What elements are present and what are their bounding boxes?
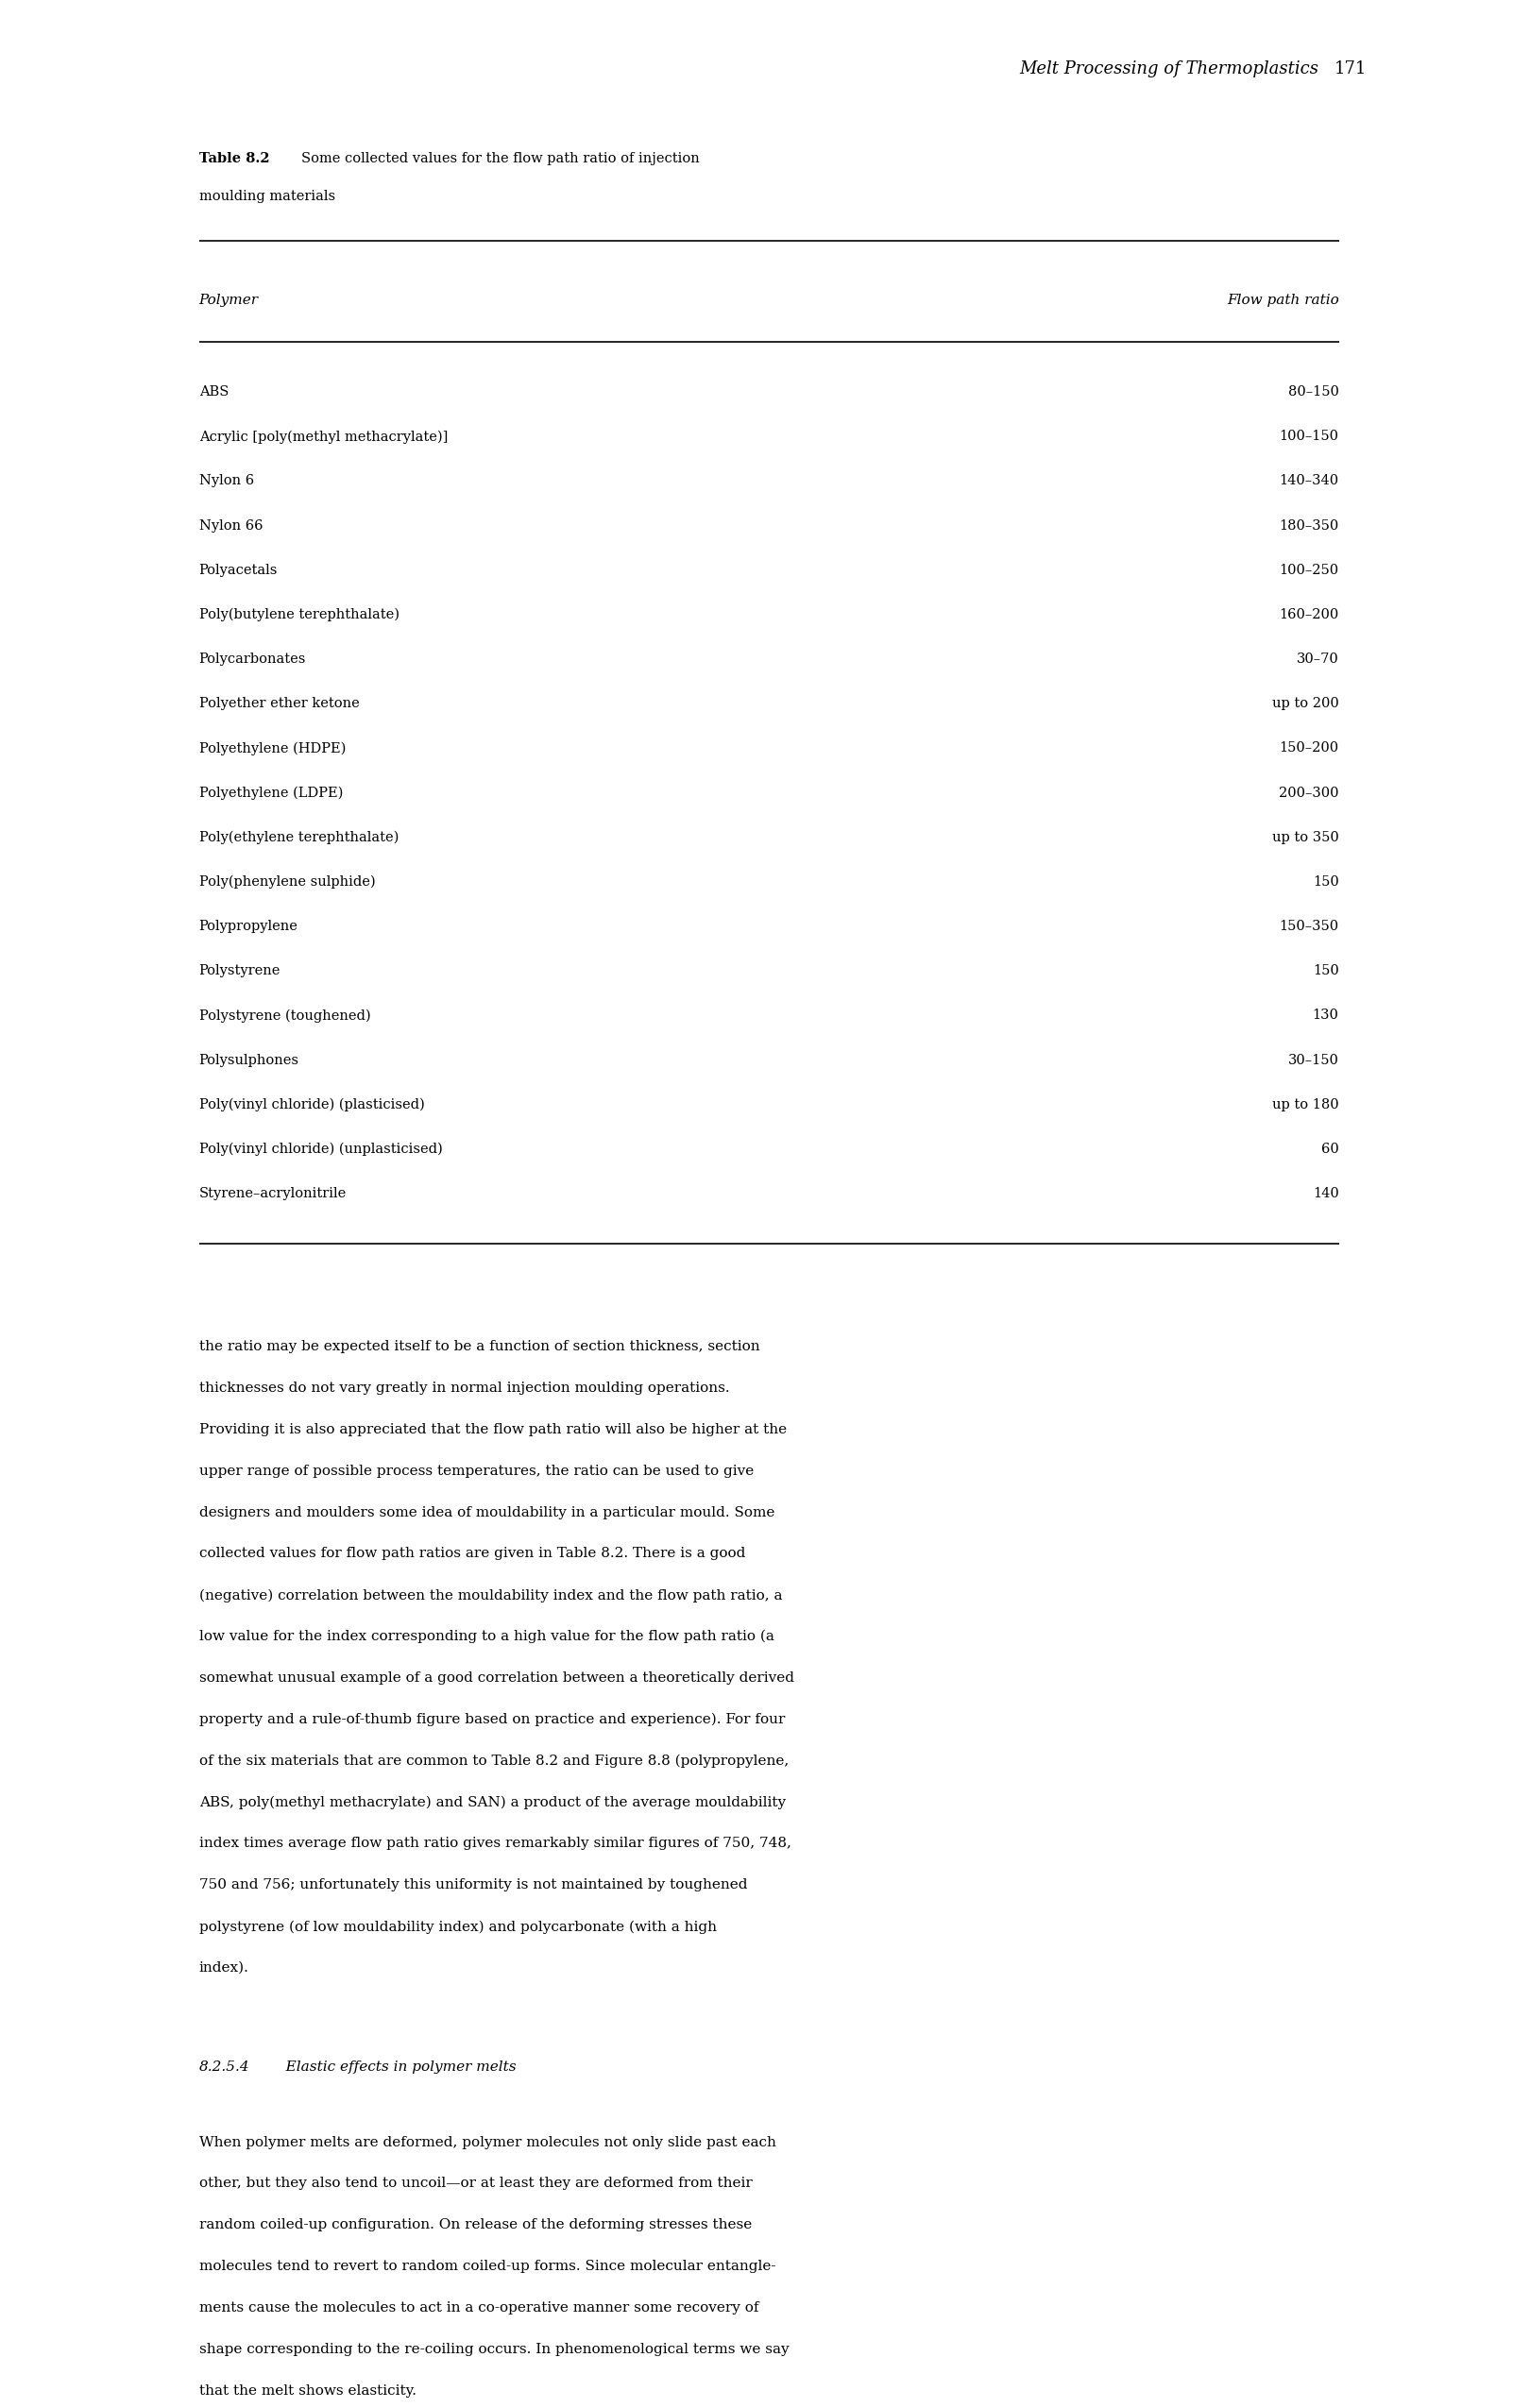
Text: of the six materials that are common to Table 8.2 and Figure 8.8 (polypropylene,: of the six materials that are common to … bbox=[199, 1753, 788, 1767]
Text: index).: index). bbox=[199, 1960, 249, 1975]
Text: Polysulphones: Polysulphones bbox=[199, 1055, 298, 1067]
Text: the ratio may be expected itself to be a function of section thickness, section: the ratio may be expected itself to be a… bbox=[199, 1339, 759, 1353]
Text: 150: 150 bbox=[1313, 877, 1339, 889]
Text: other, but they also tend to uncoil—or at least they are deformed from their: other, but they also tend to uncoil—or a… bbox=[199, 2177, 753, 2191]
Text: ABS, poly(methyl methacrylate) and SAN) a product of the average mouldability: ABS, poly(methyl methacrylate) and SAN) … bbox=[199, 1796, 785, 1808]
Text: 150–200: 150–200 bbox=[1279, 742, 1339, 754]
Text: random coiled-up configuration. On release of the deforming stresses these: random coiled-up configuration. On relea… bbox=[199, 2218, 751, 2232]
Text: Nylon 6: Nylon 6 bbox=[199, 474, 254, 486]
Text: 60: 60 bbox=[1320, 1144, 1339, 1156]
Text: designers and moulders some idea of mouldability in a particular mould. Some: designers and moulders some idea of moul… bbox=[199, 1505, 774, 1519]
Text: Melt Processing of Thermoplastics: Melt Processing of Thermoplastics bbox=[1019, 60, 1319, 77]
Text: ABS: ABS bbox=[199, 385, 228, 397]
Text: 30–150: 30–150 bbox=[1288, 1055, 1339, 1067]
Text: Polystyrene (toughened): Polystyrene (toughened) bbox=[199, 1009, 370, 1023]
Text: Nylon 66: Nylon 66 bbox=[199, 520, 263, 532]
Text: 140–340: 140–340 bbox=[1279, 474, 1339, 486]
Text: Polystyrene: Polystyrene bbox=[199, 966, 280, 978]
Text: collected values for flow path ratios are given in Table 8.2. There is a good: collected values for flow path ratios ar… bbox=[199, 1546, 745, 1560]
Text: Polymer: Polymer bbox=[199, 294, 259, 306]
Text: up to 350: up to 350 bbox=[1271, 831, 1339, 843]
Text: Some collected values for the flow path ratio of injection: Some collected values for the flow path … bbox=[301, 152, 699, 164]
Text: 750 and 756; unfortunately this uniformity is not maintained by toughened: 750 and 756; unfortunately this uniformi… bbox=[199, 1878, 747, 1893]
Text: Elastic effects in polymer melts: Elastic effects in polymer melts bbox=[272, 2061, 517, 2073]
Text: Table 8.2: Table 8.2 bbox=[199, 152, 269, 164]
Text: 150: 150 bbox=[1313, 966, 1339, 978]
Text: Poly(ethylene terephthalate): Poly(ethylene terephthalate) bbox=[199, 831, 398, 845]
Text: Poly(phenylene sulphide): Poly(phenylene sulphide) bbox=[199, 877, 375, 889]
Text: Acrylic [poly(methyl methacrylate)]: Acrylic [poly(methyl methacrylate)] bbox=[199, 431, 448, 443]
Text: Polypropylene: Polypropylene bbox=[199, 920, 298, 932]
Text: 160–200: 160–200 bbox=[1279, 609, 1339, 621]
Text: 180–350: 180–350 bbox=[1279, 520, 1339, 532]
Text: 30–70: 30–70 bbox=[1296, 653, 1339, 665]
Text: Flow path ratio: Flow path ratio bbox=[1227, 294, 1339, 306]
Text: somewhat unusual example of a good correlation between a theoretically derived: somewhat unusual example of a good corre… bbox=[199, 1671, 794, 1686]
Text: up to 180: up to 180 bbox=[1271, 1098, 1339, 1110]
Text: thicknesses do not vary greatly in normal injection moulding operations.: thicknesses do not vary greatly in norma… bbox=[199, 1382, 730, 1394]
Text: 140: 140 bbox=[1313, 1187, 1339, 1199]
Text: shape corresponding to the re-coiling occurs. In phenomenological terms we say: shape corresponding to the re-coiling oc… bbox=[199, 2343, 789, 2355]
Text: polystyrene (of low mouldability index) and polycarbonate (with a high: polystyrene (of low mouldability index) … bbox=[199, 1919, 716, 1934]
Text: Poly(vinyl chloride) (plasticised): Poly(vinyl chloride) (plasticised) bbox=[199, 1098, 424, 1112]
Text: upper range of possible process temperatures, the ratio can be used to give: upper range of possible process temperat… bbox=[199, 1464, 753, 1479]
Text: 100–150: 100–150 bbox=[1279, 431, 1339, 443]
Text: Polycarbonates: Polycarbonates bbox=[199, 653, 306, 665]
Text: ments cause the molecules to act in a co-operative manner some recovery of: ments cause the molecules to act in a co… bbox=[199, 2302, 759, 2314]
Text: 130: 130 bbox=[1313, 1009, 1339, 1021]
Text: 80–150: 80–150 bbox=[1288, 385, 1339, 397]
Text: Poly(butylene terephthalate): Poly(butylene terephthalate) bbox=[199, 609, 399, 621]
Text: property and a rule-of-thumb figure based on practice and experience). For four: property and a rule-of-thumb figure base… bbox=[199, 1712, 785, 1727]
Text: Polyether ether ketone: Polyether ether ketone bbox=[199, 698, 360, 710]
Text: 200–300: 200–300 bbox=[1279, 785, 1339, 799]
Text: When polymer melts are deformed, polymer molecules not only slide past each: When polymer melts are deformed, polymer… bbox=[199, 2136, 776, 2148]
Text: moulding materials: moulding materials bbox=[199, 190, 335, 202]
Text: 150–350: 150–350 bbox=[1279, 920, 1339, 932]
Text: Styrene–acrylonitrile: Styrene–acrylonitrile bbox=[199, 1187, 346, 1199]
Text: molecules tend to revert to random coiled-up forms. Since molecular entangle-: molecules tend to revert to random coile… bbox=[199, 2259, 776, 2273]
Text: 171: 171 bbox=[1334, 60, 1366, 77]
Text: Poly(vinyl chloride) (unplasticised): Poly(vinyl chloride) (unplasticised) bbox=[199, 1144, 442, 1156]
Text: (negative) correlation between the mouldability index and the flow path ratio, a: (negative) correlation between the mould… bbox=[199, 1589, 782, 1601]
Text: Polyethylene (HDPE): Polyethylene (HDPE) bbox=[199, 742, 346, 756]
Text: Providing it is also appreciated that the flow path ratio will also be higher at: Providing it is also appreciated that th… bbox=[199, 1423, 786, 1435]
Text: 8.2.5.4: 8.2.5.4 bbox=[199, 2061, 249, 2073]
Text: up to 200: up to 200 bbox=[1271, 698, 1339, 710]
Text: low value for the index corresponding to a high value for the flow path ratio (a: low value for the index corresponding to… bbox=[199, 1630, 774, 1645]
Text: 100–250: 100–250 bbox=[1279, 563, 1339, 576]
Text: that the melt shows elasticity.: that the melt shows elasticity. bbox=[199, 2384, 416, 2398]
Text: index times average flow path ratio gives remarkably similar figures of 750, 748: index times average flow path ratio give… bbox=[199, 1837, 791, 1849]
Text: Polyacetals: Polyacetals bbox=[199, 563, 277, 576]
Text: Polyethylene (LDPE): Polyethylene (LDPE) bbox=[199, 785, 343, 799]
